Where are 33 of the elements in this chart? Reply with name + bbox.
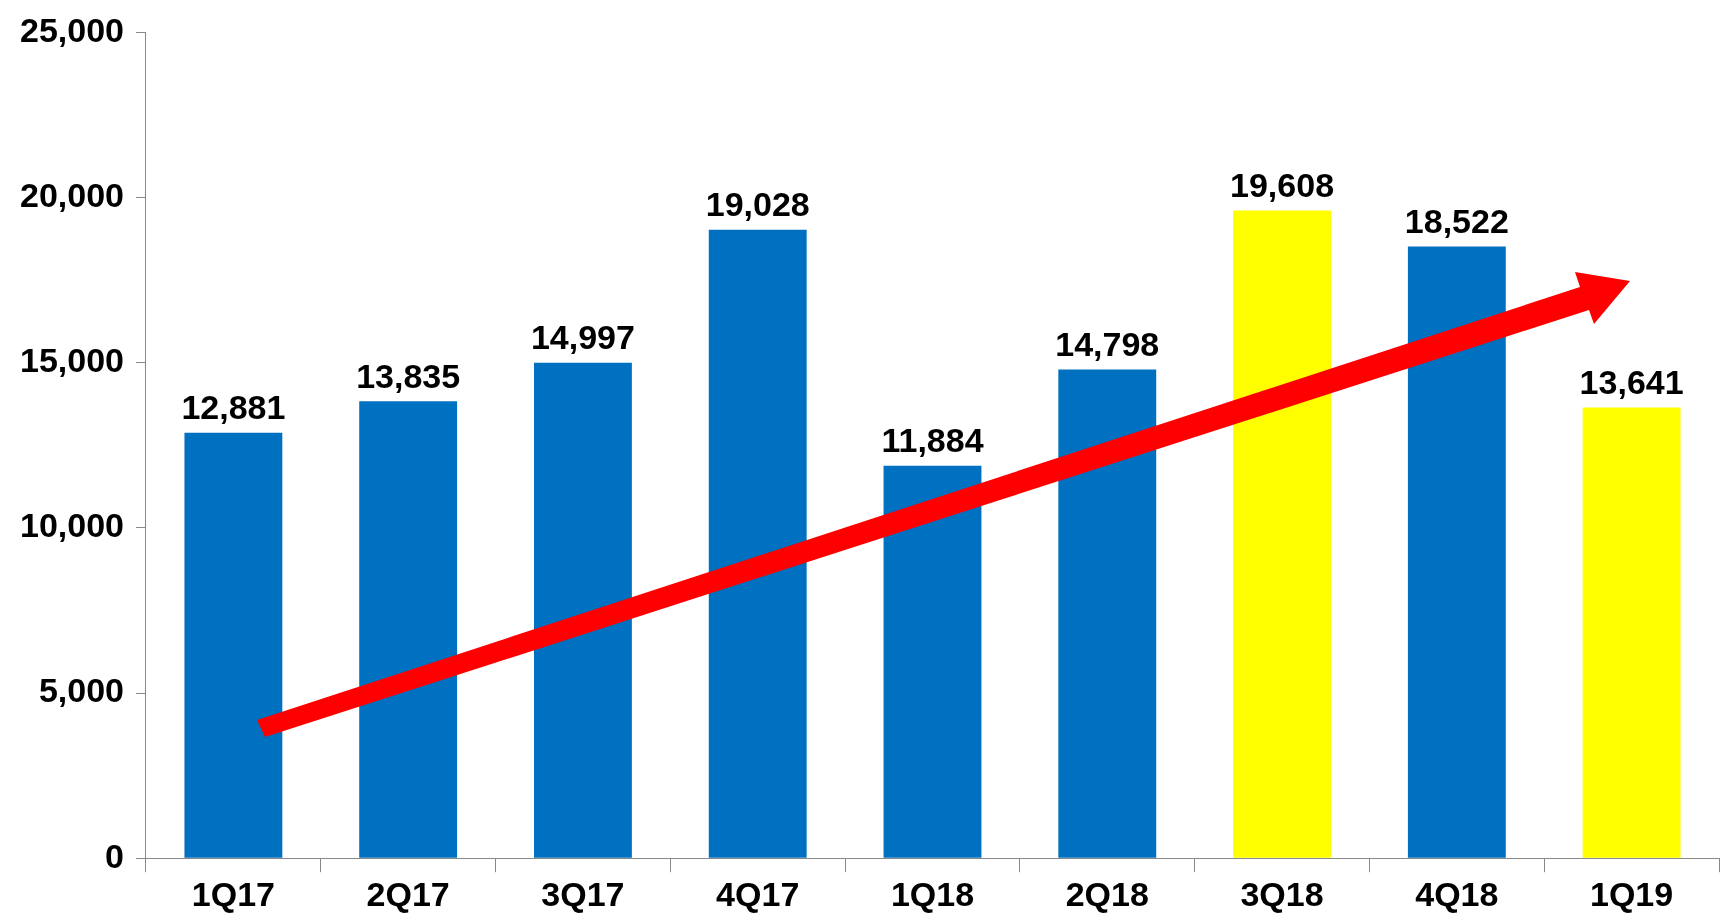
data-label: 12,881 bbox=[181, 388, 286, 427]
y-tick-label: 20,000 bbox=[19, 175, 124, 214]
bar bbox=[1233, 210, 1331, 858]
data-label: 13,835 bbox=[356, 356, 461, 395]
x-tick-label: 1Q17 bbox=[191, 874, 275, 913]
data-label: 14,798 bbox=[1055, 324, 1160, 363]
y-tick-label: 15,000 bbox=[19, 341, 124, 380]
x-tick-label: 1Q19 bbox=[1590, 874, 1674, 913]
bar bbox=[1058, 369, 1157, 858]
y-tick-label: 5,000 bbox=[38, 671, 124, 710]
bar bbox=[184, 432, 283, 858]
y-tick-label: 25,000 bbox=[19, 10, 124, 49]
data-label: 14,997 bbox=[530, 318, 635, 357]
data-label: 19,028 bbox=[705, 185, 810, 224]
x-tick-label: 4Q17 bbox=[716, 874, 800, 913]
bar bbox=[534, 362, 632, 858]
data-label: 19,608 bbox=[1230, 165, 1335, 204]
x-tick-label: 2Q18 bbox=[1065, 874, 1149, 913]
y-tick-label: 10,000 bbox=[19, 506, 124, 545]
x-tick-label: 1Q18 bbox=[890, 874, 975, 913]
bar bbox=[359, 401, 458, 858]
bar bbox=[1407, 246, 1506, 858]
data-label: 13,641 bbox=[1579, 362, 1684, 401]
x-tick-label: 4Q18 bbox=[1415, 874, 1499, 913]
data-label: 11,884 bbox=[881, 421, 984, 460]
x-tick-label: 3Q18 bbox=[1240, 874, 1324, 913]
x-tick-label: 2Q17 bbox=[366, 874, 450, 913]
y-tick-label: 0 bbox=[105, 836, 124, 875]
data-label: 18,522 bbox=[1404, 201, 1509, 240]
bar bbox=[1582, 407, 1681, 858]
bar bbox=[708, 229, 807, 858]
x-tick-label: 3Q17 bbox=[541, 874, 625, 913]
bar bbox=[883, 465, 982, 858]
